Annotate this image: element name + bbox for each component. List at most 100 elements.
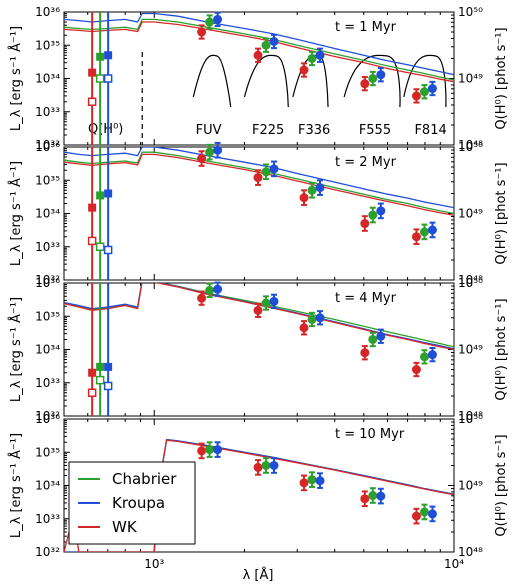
y-tick-label: 10³² xyxy=(35,273,60,287)
x-tick-label: 10³ xyxy=(144,557,164,571)
y-tick-label: 10³³ xyxy=(35,376,60,390)
panels-group: 10³² 10³³ 10³⁴ 10³⁵ 10³⁶ 10⁴⁸ 10⁴⁹ 10⁵⁰ L_λ [erg… xyxy=(8,5,509,559)
right-y-axis-label: Q(H⁰) [phot s⁻¹] xyxy=(494,27,509,129)
data-point-chabrier xyxy=(419,87,429,97)
panel-title: t = 2 Myr xyxy=(335,155,397,170)
data-point-wk xyxy=(411,511,421,521)
right-y-tick-label: 10⁵⁰ xyxy=(458,412,483,426)
right-y-tick-label: 10⁴⁹ xyxy=(458,343,483,357)
q-point-open xyxy=(95,375,105,385)
y-tick-label: 10³² xyxy=(35,138,60,152)
y-axis-label: L_λ [erg s⁻¹ Å⁻¹] xyxy=(8,433,24,538)
q-point-filled xyxy=(96,191,105,200)
panel-2: 10³² 10³³ 10³⁴ 10³⁵ 10³⁶ 10⁴⁸ 10⁴⁹ 10⁵⁰ L_λ [erg… xyxy=(8,140,509,287)
q-point-filled xyxy=(88,203,97,212)
y-axis-label: L_λ [erg s⁻¹ Å⁻¹] xyxy=(8,161,24,266)
data-point-kroupa xyxy=(213,284,223,294)
filter-curve xyxy=(343,54,401,108)
data-point-chabrier xyxy=(261,40,271,50)
q-point-open xyxy=(95,74,105,83)
data-point-kroupa xyxy=(376,491,386,501)
band-label: F555 xyxy=(359,123,391,138)
data-point-kroupa xyxy=(427,84,437,94)
data-point-chabrier xyxy=(261,298,271,308)
y-axis-label: L_λ [erg s⁻¹ Å⁻¹] xyxy=(8,26,24,131)
data-point-wk xyxy=(411,232,421,242)
panel-title: t = 10 Myr xyxy=(335,427,405,442)
data-point-wk xyxy=(197,446,207,456)
right-y-tick-label: 10⁴⁸ xyxy=(458,138,483,152)
y-tick-label: 10³² xyxy=(35,409,60,423)
right-y-tick-label: 10⁴⁸ xyxy=(458,545,483,559)
data-point-chabrier xyxy=(307,185,317,195)
y-tick-label: 10³⁵ xyxy=(35,38,60,52)
y-tick-label: 10³⁴ xyxy=(35,207,60,221)
q-point-filled xyxy=(104,362,113,371)
data-point-wk xyxy=(411,365,421,375)
data-point-wk xyxy=(197,27,207,37)
data-point-chabrier xyxy=(368,74,378,83)
data-point-kroupa xyxy=(315,183,325,193)
data-point-wk xyxy=(360,348,370,358)
y-tick-label: 10³⁴ xyxy=(35,72,60,86)
q-point-filled xyxy=(96,52,105,61)
panel-title: t = 1 Myr xyxy=(335,20,397,35)
y-tick-label: 10³⁶ xyxy=(35,412,60,426)
panel-1: 10³² 10³³ 10³⁴ 10³⁵ 10³⁶ 10⁴⁸ 10⁴⁹ 10⁵⁰ L_λ [erg… xyxy=(8,5,509,152)
data-point-wk xyxy=(411,91,421,101)
data-point-chabrier xyxy=(368,210,378,220)
spectrum-wk xyxy=(64,439,454,552)
data-point-chabrier xyxy=(261,167,271,177)
band-label: F225 xyxy=(252,123,284,138)
q-point-open xyxy=(103,245,113,255)
y-tick-label: 10³⁵ xyxy=(35,173,60,187)
data-point-chabrier xyxy=(205,285,215,295)
qh-label: Q(H⁰) xyxy=(88,122,123,137)
spectrum-chabrier xyxy=(64,18,454,81)
data-point-wk xyxy=(253,462,263,472)
data-point-chabrier xyxy=(307,314,317,324)
data-point-kroupa xyxy=(376,331,386,341)
data-point-kroupa xyxy=(315,50,325,60)
panel-3: 10³² 10³³ 10³⁴ 10³⁵ 10³⁶ 10⁴⁸ 10⁴⁹ 10⁵⁰ L_λ [erg… xyxy=(8,276,509,423)
x-tick-label: 10⁴ xyxy=(444,557,464,571)
right-y-tick-label: 10⁴⁸ xyxy=(458,273,483,287)
right-y-axis-label: Q(H⁰) [phot s⁻¹] xyxy=(494,298,509,400)
q-point-filled xyxy=(88,368,97,377)
y-tick-label: 10³⁴ xyxy=(35,479,60,493)
q-point-open xyxy=(87,236,97,246)
filter-curve xyxy=(292,54,329,108)
q-point-open xyxy=(103,74,113,83)
right-y-tick-label: 10⁴⁹ xyxy=(458,72,483,86)
x-axis-label: λ [Å] xyxy=(243,567,274,583)
data-point-kroupa xyxy=(427,509,437,519)
q-point-open xyxy=(87,97,97,106)
spectrum-wk xyxy=(64,283,454,351)
data-point-chabrier xyxy=(205,147,215,157)
data-point-wk xyxy=(197,154,207,164)
data-point-chabrier xyxy=(205,445,215,455)
data-point-wk xyxy=(253,173,263,183)
legend-label-chabrier: Chabrier xyxy=(112,470,177,488)
panel-4: 10³² 10³³ 10³⁴ 10³⁵ 10³⁶ 10⁴⁸ 10⁴⁹ 10⁵⁰ L_λ [erg… xyxy=(8,412,509,559)
y-axis-label: L_λ [erg s⁻¹ Å⁻¹] xyxy=(8,297,24,402)
data-point-chabrier xyxy=(368,491,378,501)
q-point-filled xyxy=(96,362,105,371)
y-tick-label: 10³³ xyxy=(35,240,60,254)
data-point-chabrier xyxy=(419,507,429,517)
data-point-kroupa xyxy=(269,36,279,46)
data-point-wk xyxy=(197,293,207,303)
axis-labels-group: λ [Å] 10³ 10⁴ xyxy=(144,557,464,583)
data-point-kroupa xyxy=(376,70,386,80)
y-tick-label: 10³⁵ xyxy=(35,309,60,323)
band-label: F336 xyxy=(298,123,330,138)
right-y-axis-label: Q(H⁰) [phot s⁻¹] xyxy=(494,162,509,264)
data-point-chabrier xyxy=(419,352,429,362)
data-point-wk xyxy=(360,494,370,504)
data-point-kroupa xyxy=(213,145,223,155)
y-tick-label: 10³⁶ xyxy=(35,5,60,19)
data-point-kroupa xyxy=(269,296,279,306)
data-point-kroupa xyxy=(427,225,437,235)
spectrum-chabrier xyxy=(64,151,454,215)
data-point-kroupa xyxy=(269,460,279,470)
